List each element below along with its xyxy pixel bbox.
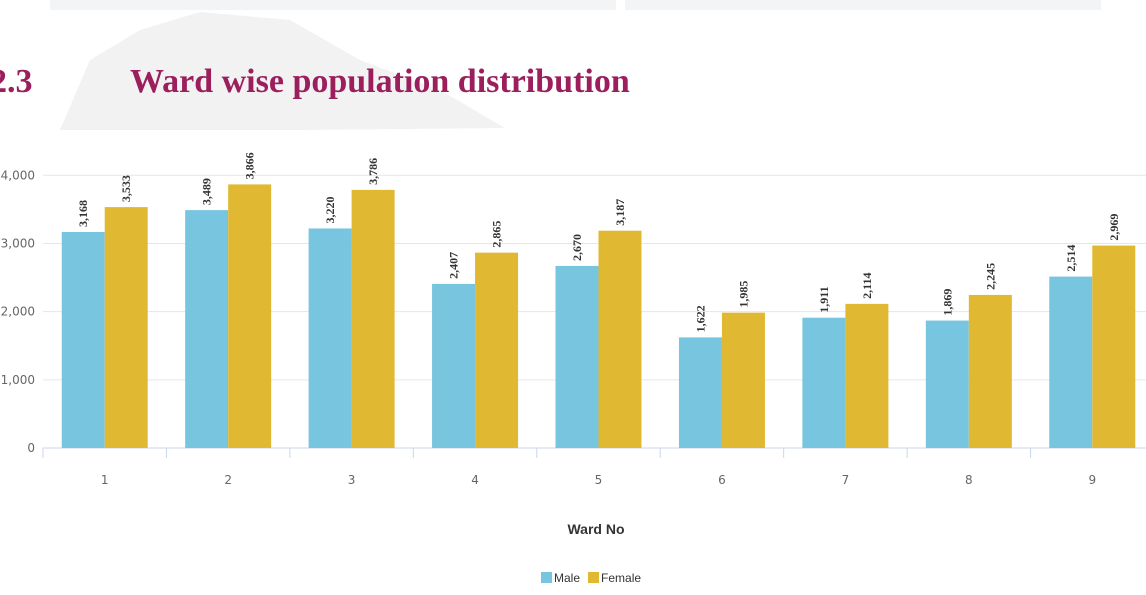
y-tick-label: 1,000 xyxy=(1,373,35,387)
top-panel xyxy=(625,0,1101,10)
bar xyxy=(721,312,765,448)
data-label: 2,407 xyxy=(447,252,461,279)
data-label: 1,985 xyxy=(736,281,750,308)
x-tick-label: 8 xyxy=(965,473,973,487)
y-tick-label: 2,000 xyxy=(1,305,35,319)
data-label: 1,622 xyxy=(693,305,707,332)
bar xyxy=(1092,245,1136,448)
y-tick-label: 4,000 xyxy=(1,168,35,182)
data-label: 3,187 xyxy=(613,199,627,226)
bar xyxy=(845,303,889,448)
bar xyxy=(925,320,969,448)
bar xyxy=(104,207,148,448)
data-label: 3,866 xyxy=(243,152,257,179)
data-label: 2,514 xyxy=(1064,245,1078,272)
x-tick-label: 1 xyxy=(101,473,109,487)
data-label: 3,533 xyxy=(119,175,133,202)
x-tick-label: 3 xyxy=(348,473,356,487)
bar xyxy=(598,230,642,448)
section-number: 2.3 xyxy=(0,63,33,100)
bar xyxy=(968,294,1012,448)
data-label: 3,168 xyxy=(76,200,90,227)
bar xyxy=(1049,276,1093,448)
data-label: 1,911 xyxy=(817,286,831,312)
data-label: 3,489 xyxy=(200,178,214,205)
bar xyxy=(432,283,476,448)
x-axis-label: Ward No xyxy=(567,521,624,537)
legend-swatch xyxy=(541,572,552,583)
x-tick-label: 5 xyxy=(595,473,603,487)
bar xyxy=(308,228,352,448)
data-label: 2,865 xyxy=(490,221,504,248)
data-label: 2,670 xyxy=(570,234,584,261)
bar xyxy=(228,184,272,448)
bar xyxy=(678,337,722,448)
bar xyxy=(555,265,599,448)
data-label: 2,969 xyxy=(1107,214,1121,241)
bar xyxy=(475,252,519,448)
x-tick-label: 6 xyxy=(718,473,726,487)
map-silhouette xyxy=(60,12,505,130)
data-label: 3,220 xyxy=(323,196,337,223)
bar xyxy=(351,189,395,448)
data-label: 2,245 xyxy=(983,263,997,290)
bar xyxy=(802,317,846,448)
legend-swatch xyxy=(588,572,600,583)
x-tick-label: 4 xyxy=(471,473,479,487)
legend-label: Female xyxy=(601,571,641,585)
data-label: 3,786 xyxy=(366,158,380,185)
legend-label: Male xyxy=(554,571,580,585)
y-tick-label: 3,000 xyxy=(1,236,35,250)
data-label: 2,114 xyxy=(860,273,874,299)
x-tick-label: 9 xyxy=(1088,473,1096,487)
x-tick-label: 7 xyxy=(842,473,850,487)
chart-title: Ward wise population distribution xyxy=(130,63,630,100)
top-panel xyxy=(50,0,616,10)
bar xyxy=(61,232,105,448)
x-tick-label: 2 xyxy=(224,473,232,487)
data-label: 1,869 xyxy=(940,289,954,316)
bar xyxy=(185,210,229,448)
y-tick-label: 0 xyxy=(27,441,35,455)
